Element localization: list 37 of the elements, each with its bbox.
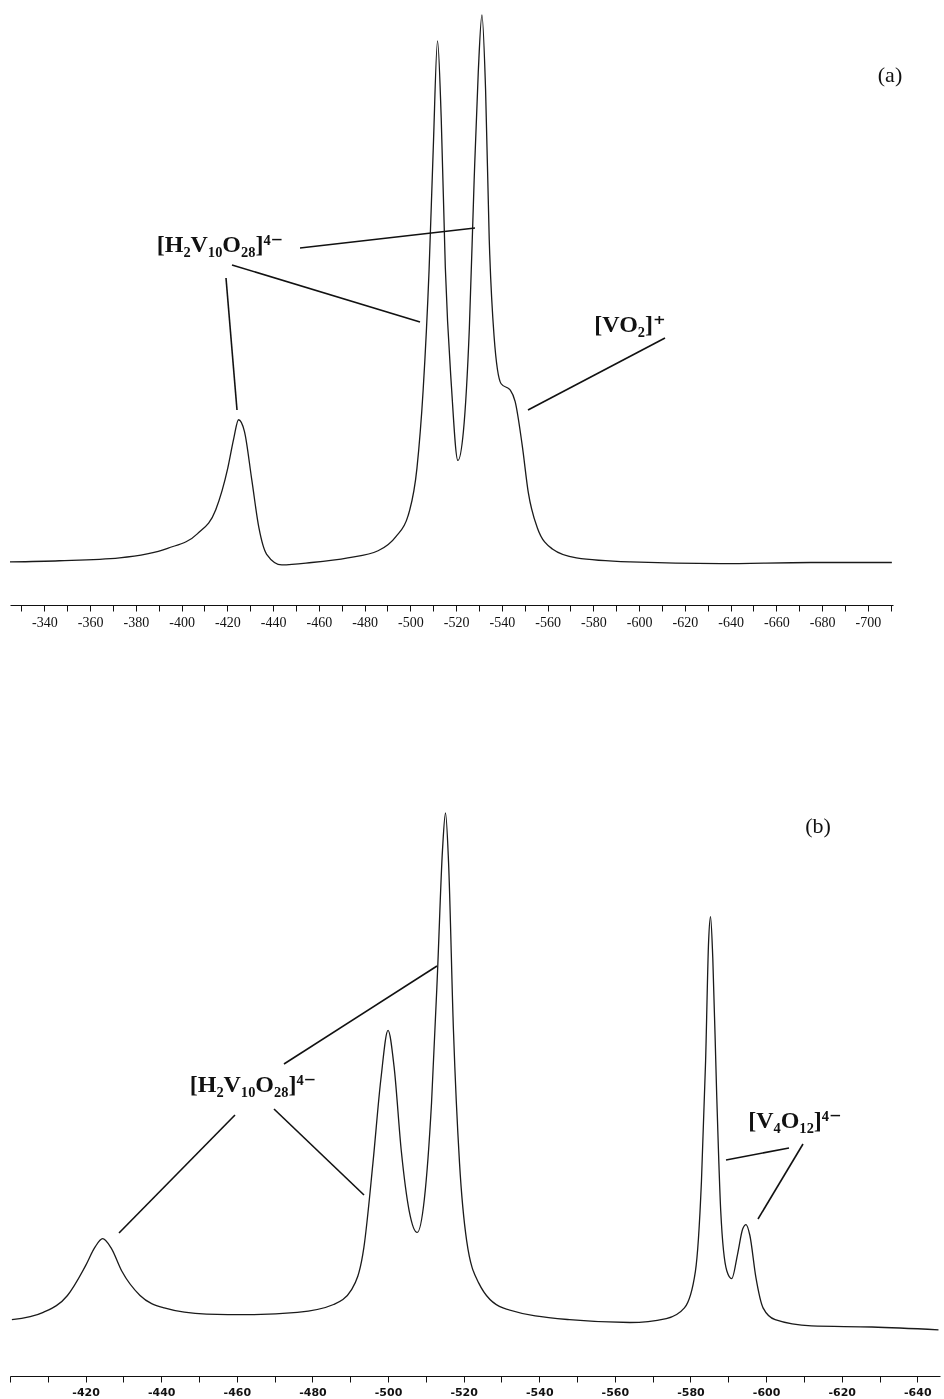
x-tick-label: -580 xyxy=(677,1385,706,1399)
x-tick-label: -380 xyxy=(123,614,150,630)
x-tick-label: -520 xyxy=(450,1385,479,1399)
x-tick-label: -440 xyxy=(260,614,287,630)
x-tick-label: -600 xyxy=(626,614,653,630)
x-tick-label: -460 xyxy=(223,1385,252,1399)
x-tick-label: -620 xyxy=(828,1385,857,1399)
annotation: [VO₂]⁺ xyxy=(594,311,666,337)
x-tick-label: -540 xyxy=(489,614,516,630)
x-tick-label: -560 xyxy=(601,1385,630,1399)
x-tick-label: -620 xyxy=(672,614,699,630)
x-tick-label: -520 xyxy=(443,614,470,630)
x-tick-label: -480 xyxy=(352,614,378,630)
annotation: [H₂V₁₀O₂₈]⁴⁻ xyxy=(156,231,284,257)
x-tick-label: -460 xyxy=(306,614,333,630)
x-tick-label: -540 xyxy=(526,1385,554,1399)
text: (a) xyxy=(877,62,903,87)
x-tick-label: -600 xyxy=(752,1385,781,1399)
chart-title: (b) xyxy=(805,813,831,838)
x-tick-label: -560 xyxy=(535,614,561,630)
x-tick-label: -700 xyxy=(855,614,882,630)
x-tick-label: -580 xyxy=(580,614,607,630)
x-tick-label: -640 xyxy=(718,614,744,630)
x-tick-label: -440 xyxy=(147,1385,176,1399)
x-tick-label: -340 xyxy=(31,614,58,630)
x-tick-label: -420 xyxy=(72,1385,101,1399)
annotation: [V₄O₁₂]⁴⁻ xyxy=(748,1107,842,1133)
x-tick-label: -420 xyxy=(214,614,241,630)
x-tick-label: -500 xyxy=(397,614,424,630)
x-tick-label: -480 xyxy=(299,1385,328,1399)
x-tick-label: -660 xyxy=(764,614,790,630)
x-tick-label: -400 xyxy=(169,614,195,630)
x-tick-label: -640 xyxy=(904,1385,932,1399)
x-tick-label: -680 xyxy=(809,614,836,630)
x-tick-label: -360 xyxy=(77,614,104,630)
annotation: [H₂V₁₀O₂₈]⁴⁻ xyxy=(189,1071,317,1097)
x-tick-label: -500 xyxy=(374,1385,403,1399)
